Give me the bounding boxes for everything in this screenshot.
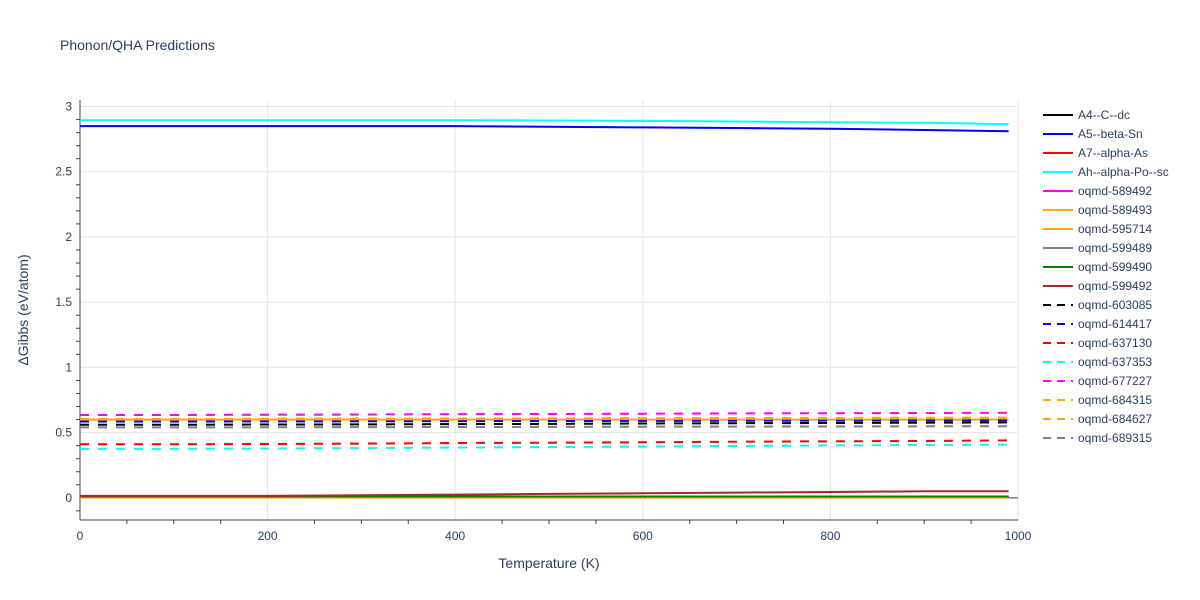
legend-item[interactable]: oqmd-589492 — [1043, 184, 1152, 198]
y-tick-label: 0.5 — [55, 426, 72, 440]
legend-item[interactable]: oqmd-684315 — [1043, 393, 1152, 407]
legend-item[interactable]: A7--alpha-As — [1043, 146, 1148, 160]
plot-area — [79, 119, 1009, 499]
series-line-oqmd-599492 — [80, 490, 1009, 497]
legend-label: Ah--alpha-Po--sc — [1078, 165, 1169, 179]
legend-label: oqmd-589492 — [1078, 184, 1152, 198]
x-tick-label: 400 — [445, 529, 465, 543]
legend-item[interactable]: oqmd-603085 — [1043, 298, 1152, 312]
legend-item[interactable]: oqmd-689315 — [1043, 431, 1152, 445]
legend-item[interactable]: oqmd-677227 — [1043, 374, 1152, 388]
legend-item[interactable]: A5--beta-Sn — [1043, 127, 1143, 141]
series-line-oqmd-689315 — [80, 425, 1009, 429]
legend-label: oqmd-603085 — [1078, 298, 1152, 312]
legend-label: oqmd-637353 — [1078, 355, 1152, 369]
legend-label: oqmd-689315 — [1078, 431, 1152, 445]
axes: 0 200 400 600 800 1000 0 0.5 1 1.5 2 2.5 3 — [55, 100, 1031, 543]
legend: A4--C--dc A5--beta-Sn A7--alpha-As Ah--alph… — [1043, 108, 1169, 445]
legend-label: oqmd-684627 — [1078, 412, 1152, 426]
legend-item[interactable]: oqmd-614417 — [1043, 317, 1152, 331]
series-line-oqmd-637353 — [79, 443, 1009, 450]
series-line-A5--beta-Sn — [80, 125, 1009, 133]
legend-label: oqmd-677227 — [1078, 374, 1152, 388]
legend-item[interactable]: oqmd-599492 — [1043, 279, 1152, 293]
legend-item[interactable]: oqmd-637130 — [1043, 336, 1152, 350]
legend-label: oqmd-614417 — [1078, 317, 1152, 331]
grid — [80, 100, 1019, 520]
chart-title: Phonon/QHA Predictions — [60, 37, 215, 53]
series-line-oqmd-603085 — [80, 421, 1009, 426]
series-line-oqmd-684627 — [80, 417, 1009, 421]
y-tick-label: 1 — [65, 360, 72, 374]
legend-label: A7--alpha-As — [1078, 146, 1148, 160]
legend-label: oqmd-599492 — [1078, 279, 1152, 293]
x-tick-label: 800 — [820, 529, 840, 543]
x-tick-label: 600 — [633, 529, 653, 543]
legend-label: oqmd-599490 — [1078, 260, 1152, 274]
legend-item[interactable]: oqmd-599489 — [1043, 241, 1152, 255]
x-tick-label: 200 — [258, 529, 278, 543]
legend-item[interactable]: oqmd-637353 — [1043, 355, 1152, 369]
y-tick-label: 2.5 — [55, 165, 72, 179]
legend-label: oqmd-684315 — [1078, 393, 1152, 407]
series-line-oqmd-614417 — [80, 419, 1009, 423]
series-line-Ah--alpha-Po--sc — [80, 119, 1009, 126]
legend-label: A5--beta-Sn — [1078, 127, 1143, 141]
y-tick-label: 0 — [65, 491, 72, 505]
series-line-oqmd-677227 — [80, 411, 1009, 416]
y-tick-label: 1.5 — [55, 295, 72, 309]
legend-label: oqmd-599489 — [1078, 241, 1152, 255]
legend-item[interactable]: oqmd-589493 — [1043, 203, 1152, 217]
x-tick-label: 0 — [77, 529, 84, 543]
legend-item[interactable]: A4--C--dc — [1043, 108, 1130, 122]
legend-label: oqmd-637130 — [1078, 336, 1152, 350]
legend-item[interactable]: oqmd-599490 — [1043, 260, 1152, 274]
x-tick-label: 1000 — [1005, 529, 1032, 543]
legend-label: oqmd-595714 — [1078, 222, 1152, 236]
y-axis-title: ΔGibbs (eV/atom) — [15, 254, 31, 365]
legend-item[interactable]: Ah--alpha-Po--sc — [1043, 165, 1169, 179]
series-line-oqmd-637130 — [80, 439, 1009, 446]
legend-label: A4--C--dc — [1078, 108, 1130, 122]
y-tick-label: 2 — [65, 230, 72, 244]
y-tick-label: 3 — [65, 100, 72, 114]
legend-label: oqmd-589493 — [1078, 203, 1152, 217]
x-axis-title: Temperature (K) — [498, 555, 599, 571]
legend-item[interactable]: oqmd-595714 — [1043, 222, 1152, 236]
legend-item[interactable]: oqmd-684627 — [1043, 412, 1152, 426]
